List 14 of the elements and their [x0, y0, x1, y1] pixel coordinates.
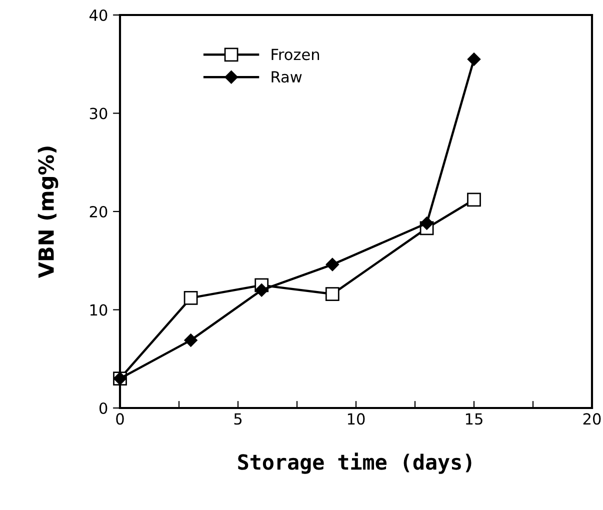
legend-label: Frozen — [272, 48, 320, 60]
x-tick-label: 5 — [234, 413, 242, 425]
x-tick-label: 0 — [116, 413, 124, 425]
x-tick-label: 10 — [348, 413, 365, 425]
y-tick-label: 0 — [99, 402, 108, 414]
x-tick-label: 15 — [466, 413, 482, 425]
y-tick-label: 20 — [90, 206, 108, 218]
x-axis-title: Storage time (days) — [238, 452, 472, 474]
y-tick-label: 10 — [90, 304, 108, 316]
y-tick-label: 40 — [90, 9, 108, 22]
y-tick-label: 30 — [90, 108, 108, 120]
y-axis-title: VBN (mg%) — [38, 146, 58, 278]
legend-label: Raw — [272, 71, 302, 83]
x-tick-label: 20 — [583, 413, 601, 425]
